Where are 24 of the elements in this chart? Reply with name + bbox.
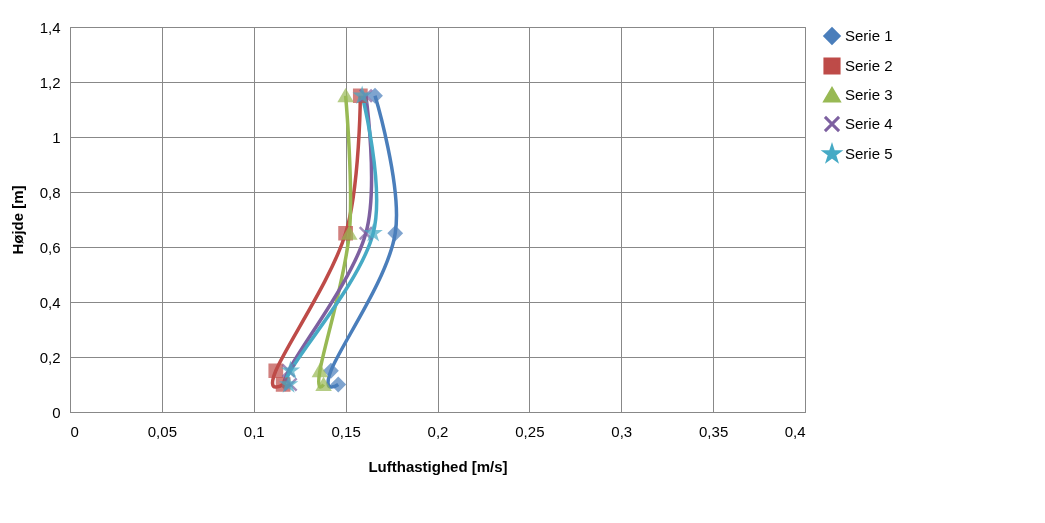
x-axis-title: Lufthastighed [m/s] (368, 457, 508, 475)
x-tick-label: 0,15 (331, 422, 361, 440)
legend-label: Serie 1 (845, 27, 893, 44)
legend-label: Serie 2 (845, 57, 893, 74)
x-tick-label: 0,4 (784, 422, 806, 440)
y-axis-title: Højde [m] (8, 185, 26, 255)
x-tick-label: 0,35 (699, 422, 729, 440)
y-tick-label: 0,6 (39, 238, 61, 256)
y-tick-label: 1,4 (39, 18, 61, 36)
x-tick-label: 0,3 (611, 422, 633, 440)
x-tick-label: 0,2 (427, 422, 449, 440)
legend-label: Serie 3 (845, 86, 893, 103)
legend-label: Serie 4 (845, 115, 893, 132)
y-tick-label: 1 (52, 128, 61, 146)
y-tick-label: 0,2 (39, 348, 61, 366)
x-tick-label: 0,05 (147, 422, 177, 440)
x-tick-label: 0,1 (243, 422, 265, 440)
y-tick-label: 0,8 (39, 183, 61, 201)
y-tick-label: 0 (52, 403, 61, 421)
x-tick-label: 0 (70, 422, 79, 440)
legend-label: Serie 5 (845, 145, 893, 162)
x-tick-label: 0,25 (515, 422, 545, 440)
y-tick-label: 1,2 (39, 73, 61, 91)
y-tick-label: 0,4 (39, 293, 61, 311)
